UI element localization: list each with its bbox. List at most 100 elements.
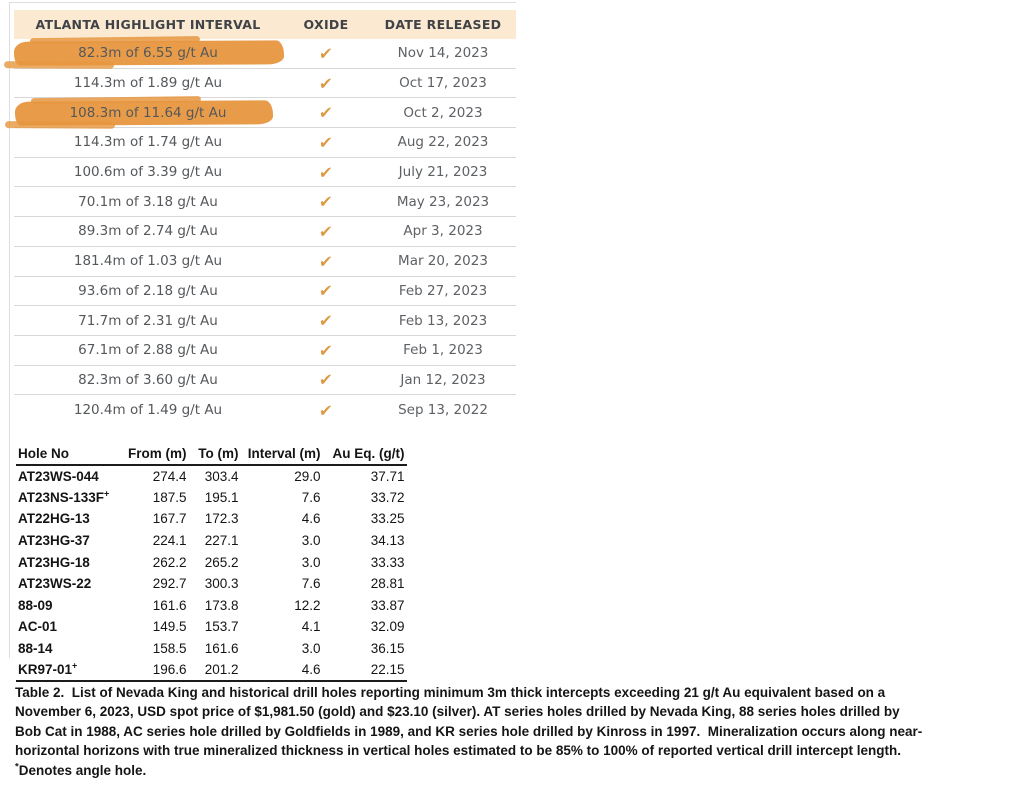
oxide-cell: ✔ [282,191,370,212]
aueq-value: 33.72 [370,489,405,505]
highlight-row: 89.3m of 2.74 g/t Au ✔ Apr 3, 2023 [14,217,516,247]
interval-cell: 114.3m of 1.74 g/t Au [14,134,282,150]
drill-row: KR97-01+ 196.6 201.2 4.6 22.15 [16,659,407,682]
hole-no: AT23HG-18 [18,554,90,570]
angle-hole-marker: + [104,488,110,499]
interval-text: 67.1m of 2.88 g/t Au [78,342,218,359]
footnote-text: Denotes angle hole. [18,762,147,778]
interval-cell: 120.4m of 1.49 g/t Au [14,402,282,418]
drill-row: AC-01 149.5 153.7 4.1 32.09 [16,616,407,638]
interval-value: 4.1 [301,619,321,635]
oxide-check-icon: ✔ [318,43,334,64]
hole-no: 88-14 [18,641,53,657]
interval-value: 12.2 [294,597,321,613]
oxide-cell: ✔ [282,369,370,390]
col-header-interval: Interval (m) [240,446,323,466]
interval-value: 3.0 [301,554,321,570]
highlight-row: 82.3m of 6.55 g/t Au ✔ Nov 14, 2023 [13,39,516,69]
highlight-row: 114.3m of 1.74 g/t Au ✔ Aug 22, 2023 [14,128,516,158]
highlight-row: 93.6m of 2.18 g/t Au ✔ Feb 27, 2023 [14,277,516,307]
aueq-value: 36.15 [370,641,405,657]
oxide-cell: ✔ [282,73,370,93]
to-value: 195.1 [204,489,239,505]
to-value: 153.7 [204,619,239,635]
oxide-check-icon: ✔ [318,369,334,390]
date-cell: Feb 13, 2023 [398,312,488,329]
oxide-check-icon: ✔ [318,221,334,242]
oxide-cell: ✔ [282,400,370,420]
highlight-row: 108.3m of 11.64 g/t Au ✔ Oct 2, 2023 [14,98,516,129]
drill-row: 88-09 161.6 173.8 12.2 33.87 [16,595,407,617]
oxide-cell: ✔ [282,43,370,64]
header-interval: ATLANTA HIGHLIGHT INTERVAL [35,17,261,32]
interval-cell: 82.3m of 3.60 g/t Au [14,372,282,388]
table-caption: Table 2. List of Nevada King and histori… [15,683,1007,780]
interval-text: 82.3m of 6.55 g/t Au [78,45,218,62]
document-left-guide-line [9,2,10,658]
interval-cell: 114.3m of 1.89 g/t Au [14,75,282,91]
from-value: 196.6 [126,659,189,682]
interval-cell: 70.1m of 3.18 g/t Au [14,194,282,210]
date-cell: Nov 14, 2023 [397,45,489,62]
interval-cell: 67.1m of 2.88 g/t Au [14,342,282,358]
drill-row: AT23NS-133F+ 187.5 195.1 7.6 33.72 [16,487,407,509]
highlight-row: 114.3m of 1.89 g/t Au ✔ Oct 17, 2023 [14,69,516,99]
oxide-cell: ✔ [282,132,370,153]
oxide-check-icon: ✔ [318,132,334,153]
aueq-value: 22.15 [322,659,407,682]
interval-value: 4.6 [301,511,321,527]
highlight-table-header: ATLANTA HIGHLIGHT INTERVAL OXIDE DATE RE… [14,10,516,39]
interval-value: 3.0 [301,641,321,657]
to-value: 265.2 [204,554,239,570]
date-cell: Feb 27, 2023 [398,282,488,299]
drill-row: AT22HG-13 167.7 172.3 4.6 33.25 [16,508,407,530]
date-cell: Oct 17, 2023 [399,75,487,92]
highlight-row: 181.4m of 1.03 g/t Au ✔ Mar 20, 2023 [14,247,516,277]
date-cell: May 23, 2023 [396,193,490,210]
from-value: 262.2 [152,554,187,570]
interval-text: 82.3m of 3.60 g/t Au [78,371,218,388]
oxide-cell: ✔ [282,162,370,182]
drill-hole-table: Hole No From (m) To (m) Interval (m) Au … [16,446,407,682]
interval-value: 3.0 [301,533,321,549]
caption-line: November 6, 2023, USD spot price of $1,9… [15,704,900,720]
interval-text: 70.1m of 3.18 g/t Au [78,193,218,210]
interval-value: 7.6 [301,576,321,592]
oxide-cell: ✔ [282,280,370,301]
date-cell: Apr 3, 2023 [403,223,483,240]
hole-no: KR97-01+ [16,659,126,682]
oxide-check-icon: ✔ [318,251,334,272]
highlight-row: 82.3m of 3.60 g/t Au ✔ Jan 12, 2023 [14,366,516,396]
to-value: 300.3 [204,576,239,592]
aueq-value: 32.09 [370,619,405,635]
highlight-row: 120.4m of 1.49 g/t Au ✔ Sep 13, 2022 [14,395,516,425]
interval-text: 114.3m of 1.89 g/t Au [73,75,223,92]
from-value: 274.4 [152,468,187,484]
from-value: 292.7 [152,576,187,592]
hole-no: AT22HG-13 [18,511,90,527]
document-top-guide-line [9,2,516,3]
oxide-check-icon: ✔ [318,280,334,301]
interval-value: 7.6 [301,489,321,505]
drill-row: AT23HG-18 262.2 265.2 3.0 33.33 [16,551,407,573]
drill-table-header-row: Hole No From (m) To (m) Interval (m) Au … [16,446,407,466]
to-value: 173.8 [204,597,239,613]
caption-footnote: *Denotes angle hole. [15,761,1007,780]
oxide-check-icon: ✔ [318,191,334,212]
aueq-value: 28.81 [370,576,405,592]
oxide-check-icon: ✔ [318,102,334,123]
hole-no: AT23WS-044 [18,468,99,484]
interval-value: 29.0 [294,468,321,484]
caption-line: Table 2. List of Nevada King and histori… [15,685,886,700]
oxide-cell: ✔ [282,102,370,123]
col-header-from: From (m) [126,446,189,466]
drill-row: AT23HG-37 224.1 227.1 3.0 34.13 [16,530,407,552]
interval-text: 120.4m of 1.49 g/t Au [73,402,223,419]
interval-text: 100.6m of 3.39 g/t Au [73,164,223,181]
header-oxide: OXIDE [303,17,349,32]
to-value: 303.4 [204,468,239,484]
col-header-hole: Hole No [16,446,126,466]
hole-no: AT23HG-37 [18,533,90,549]
interval-cell: 93.6m of 2.18 g/t Au [14,283,282,299]
